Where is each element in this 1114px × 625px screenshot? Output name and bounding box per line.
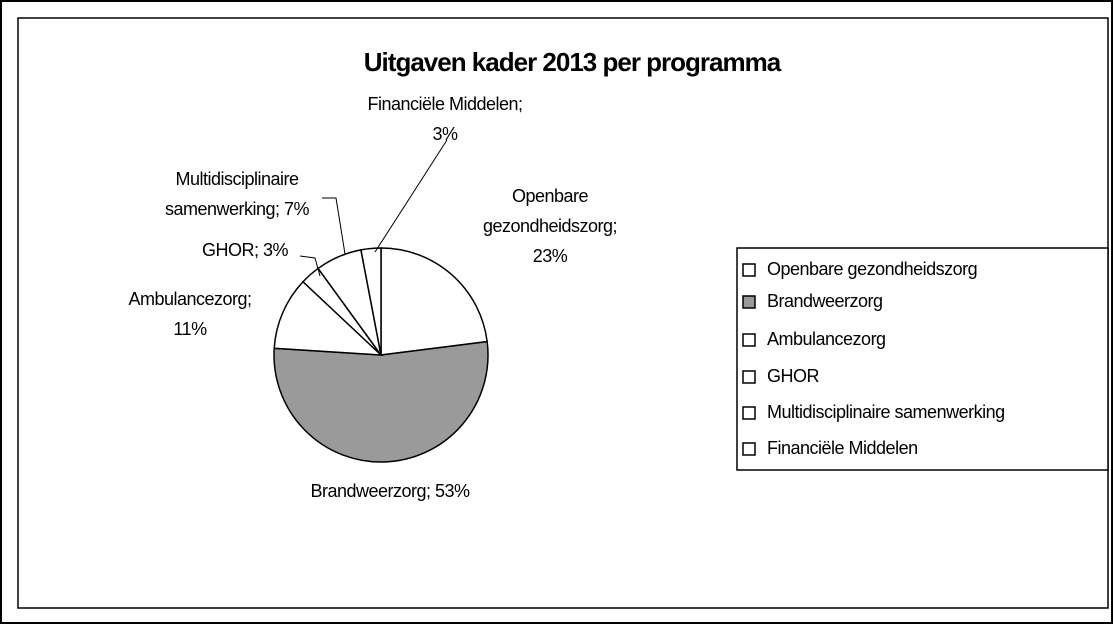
pie-slice [360, 247, 382, 356]
data-label-line: 11% [173, 319, 207, 339]
pie-slice [273, 340, 489, 463]
legend-label: Ambulancezorg [767, 329, 886, 349]
data-label-line: samenwerking; 7% [165, 199, 310, 219]
pie-slice [380, 247, 488, 356]
data-label: Ambulancezorg; 11% [128, 289, 251, 339]
data-label-line: Brandweerzorg; 53% [310, 481, 470, 501]
chart-title: Uitgaven kader 2013 per programma [364, 47, 782, 77]
data-label: GHOR; 3% [202, 240, 289, 260]
legend-swatch [742, 333, 756, 347]
data-label: Financiële Middelen; 3% [367, 94, 522, 144]
data-label-line: gezondheidszorg; [483, 216, 617, 236]
legend [736, 247, 1109, 471]
legend-swatch [742, 370, 756, 384]
data-label-line: 3% [432, 124, 458, 144]
data-label-line: 23% [533, 246, 568, 266]
legend-label: Openbare gezondheidszorg [767, 259, 977, 279]
data-label-line: Multidisciplinaire [175, 169, 299, 189]
data-label: Openbare gezondheidszorg; 23% [483, 186, 617, 266]
legend-label: Brandweerzorg [767, 291, 883, 311]
data-label-line: Ambulancezorg; [128, 289, 251, 309]
data-label-line: Financiële Middelen; [367, 94, 522, 114]
leader-line [374, 139, 448, 253]
legend-swatch [742, 295, 756, 309]
data-label-line: GHOR; 3% [202, 240, 289, 260]
data-label-line: Openbare [512, 186, 589, 206]
data-label: Brandweerzorg; 53% [310, 481, 470, 501]
leader-line [322, 197, 346, 255]
legend-swatch [742, 442, 756, 456]
legend-swatch [742, 406, 756, 420]
legend-label: Financiële Middelen [767, 438, 918, 458]
legend-swatch [742, 263, 756, 277]
legend-label: GHOR [767, 366, 820, 386]
data-label: Multidisciplinaire samenwerking; 7% [165, 169, 310, 219]
legend-label: Multidisciplinaire samenwerking [767, 402, 1005, 422]
leader-line [299, 255, 321, 277]
pie-slice [273, 280, 384, 356]
